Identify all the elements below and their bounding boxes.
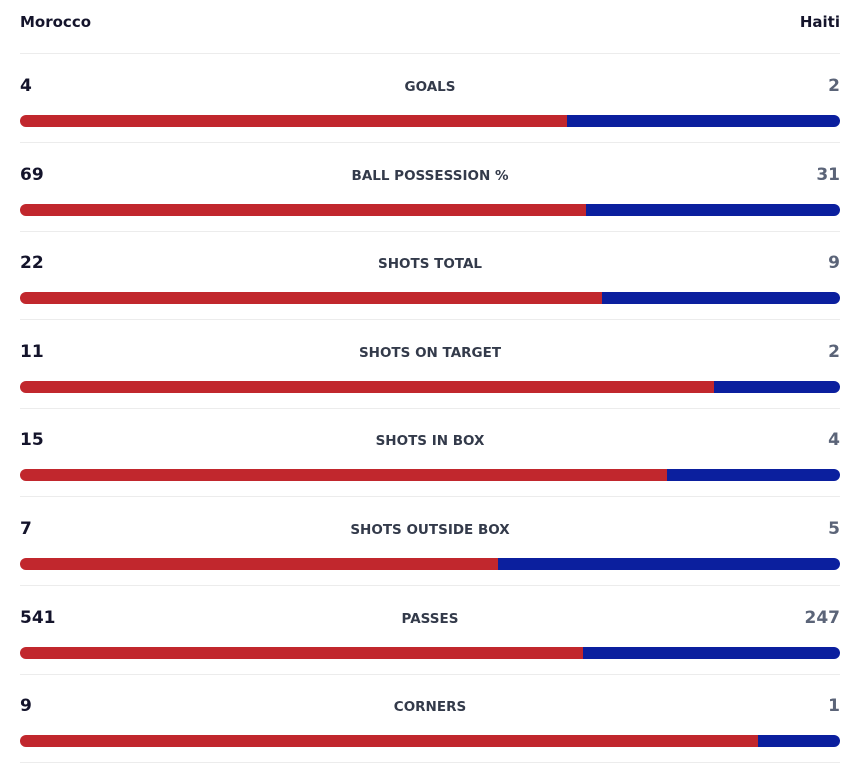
- stat-label: SHOTS OUTSIDE BOX: [350, 522, 510, 538]
- stat-row: 7 SHOTS OUTSIDE BOX 5: [20, 497, 840, 586]
- stat-row: 22 SHOTS TOTAL 9: [20, 231, 840, 321]
- home-bar: [20, 558, 499, 570]
- home-value: 7: [20, 519, 32, 539]
- home-bar: [20, 203, 586, 216]
- away-value: 4: [828, 430, 840, 451]
- stat-row: 11 SHOTS ON TARGET 2: [20, 320, 840, 409]
- home-value: 15: [20, 430, 44, 451]
- away-bar: [582, 646, 840, 659]
- stat-label: GOALS: [404, 79, 456, 95]
- home-value: 9: [20, 696, 32, 717]
- home-bar: [20, 380, 714, 393]
- away-value: 247: [804, 607, 841, 628]
- away-value: 31: [816, 164, 840, 185]
- stat-bar: [20, 292, 840, 305]
- stat-bar: [20, 646, 840, 659]
- stat-label: SHOTS TOTAL: [377, 256, 483, 273]
- home-bar: [20, 646, 583, 659]
- home-bar: [20, 735, 758, 748]
- home-bar: [20, 115, 567, 127]
- home-bar: [20, 469, 668, 482]
- stat-label: PASSES: [401, 610, 459, 627]
- stat-row: 4 GOALS 2: [20, 54, 840, 143]
- home-value: 11: [20, 341, 44, 362]
- stat-bar: [20, 469, 840, 482]
- home-bar: [20, 292, 602, 305]
- home-value: 22: [20, 253, 44, 274]
- home-value: 69: [20, 164, 44, 185]
- away-value: 1: [828, 696, 840, 717]
- away-bar: [601, 292, 840, 305]
- stat-bar: [20, 203, 840, 216]
- home-value: 541: [20, 607, 56, 628]
- away-team: Haiti: [799, 13, 840, 31]
- stat-bar: [20, 558, 840, 570]
- away-value: 2: [828, 76, 840, 96]
- away-bar: [713, 380, 840, 393]
- away-bar: [585, 203, 840, 216]
- home-team: Morocco: [20, 13, 92, 31]
- away-value: 9: [828, 253, 840, 274]
- stat-bar: [20, 115, 840, 127]
- home-value: 4: [20, 76, 32, 96]
- stat-label: BALL POSSESSION %: [351, 167, 509, 184]
- away-value: 2: [828, 341, 840, 362]
- away-bar: [566, 115, 840, 127]
- stat-label: SHOTS IN BOX: [375, 433, 485, 450]
- away-value: 5: [828, 519, 840, 539]
- stat-row: 541 PASSES 247: [20, 586, 840, 675]
- stat-row: 9 CORNERS 1: [20, 674, 840, 763]
- stat-bar: [20, 735, 840, 748]
- away-bar: [758, 735, 840, 748]
- stat-bar: [20, 380, 840, 393]
- away-bar: [498, 558, 840, 570]
- stat-row: 15 SHOTS IN BOX 4: [20, 408, 840, 498]
- away-bar: [667, 469, 840, 482]
- header: Morocco Haiti: [20, 0, 840, 54]
- stat-label: SHOTS ON TARGET: [358, 344, 502, 361]
- stat-row: 69 BALL POSSESSION % 31: [20, 143, 840, 232]
- stat-label: CORNERS: [393, 699, 467, 716]
